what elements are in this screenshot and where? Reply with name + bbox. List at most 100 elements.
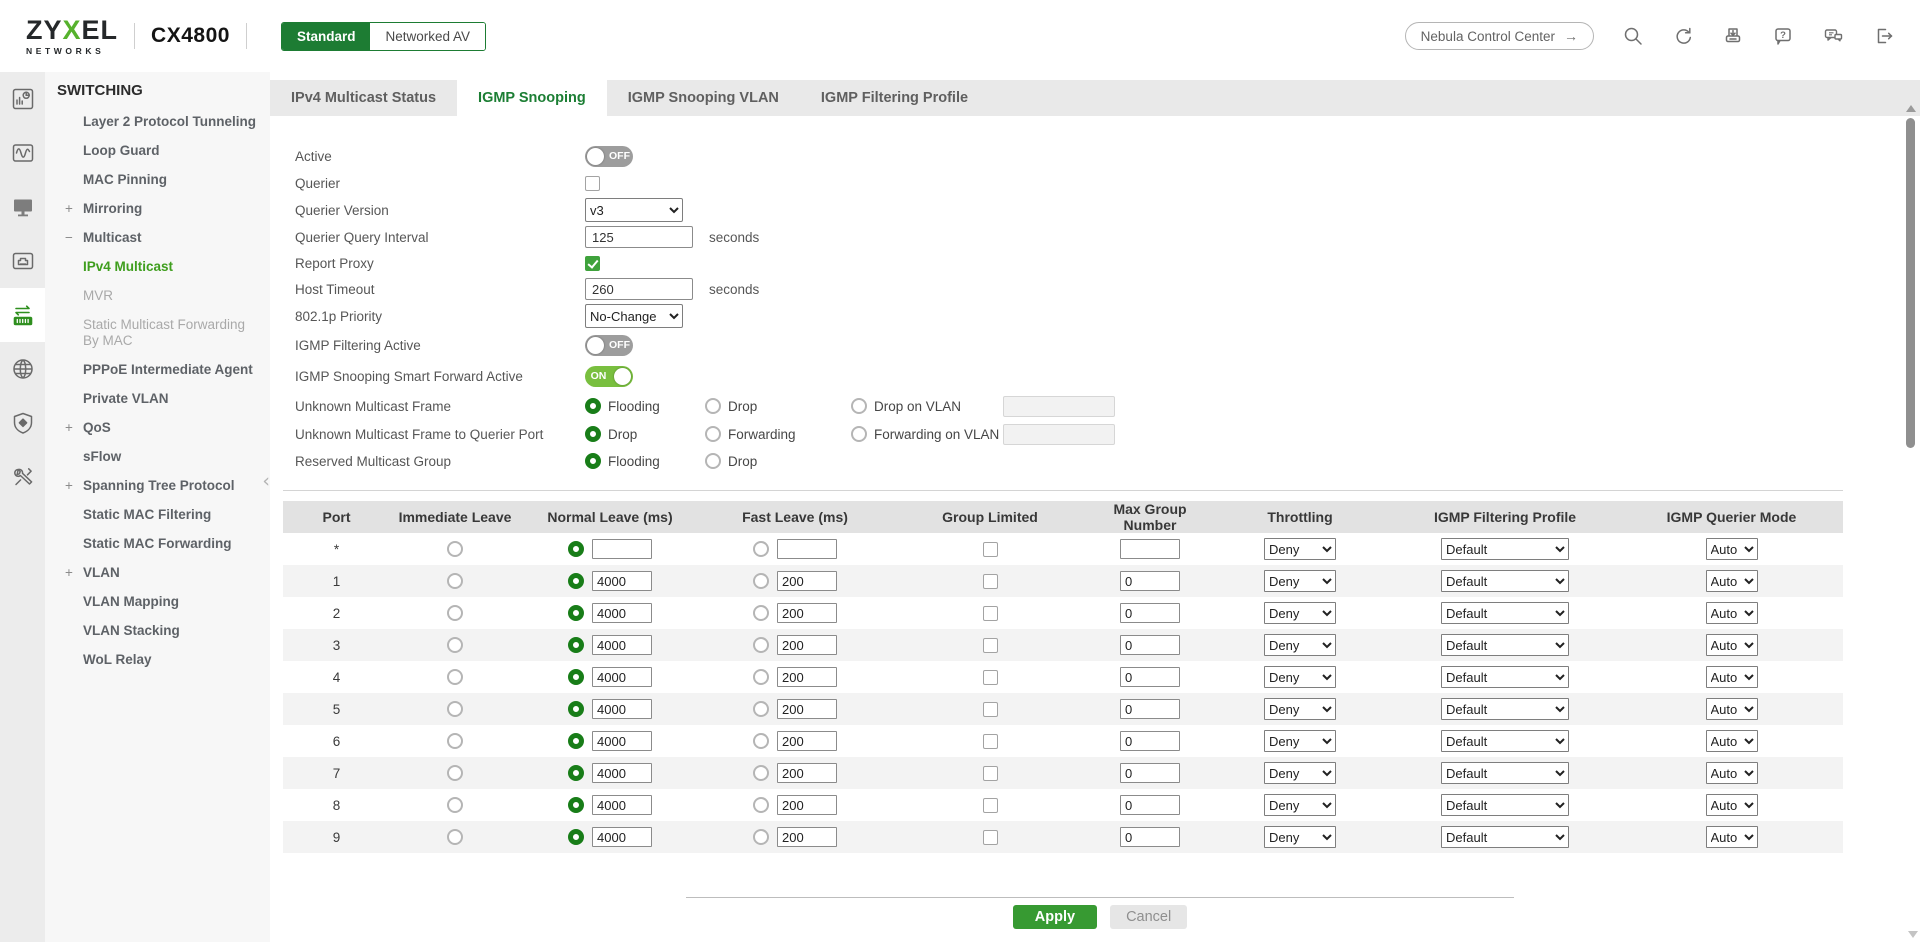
drop-radio[interactable] [705,398,721,414]
sidebar-item-ipv4-multicast[interactable]: IPv4 Multicast [45,259,270,275]
group-limited-checkbox[interactable] [983,542,998,557]
igmp-querier-mode-select[interactable]: Auto [1706,762,1758,784]
group-limited-checkbox[interactable] [983,606,998,621]
fast-leave-radio[interactable] [753,701,769,717]
rail-port-icon[interactable] [0,234,45,288]
immediate-leave-radio[interactable] [447,637,463,653]
fast-leave-radio[interactable] [753,829,769,845]
normal-leave-radio[interactable] [568,605,584,621]
igmp-querier-mode-select[interactable]: Auto [1706,602,1758,624]
throttling-select[interactable]: Deny [1264,730,1336,752]
apply-button[interactable]: Apply [1013,905,1097,929]
normal-leave-input[interactable] [592,571,652,591]
throttling-select[interactable]: Deny [1264,666,1336,688]
max-group-number-input[interactable] [1120,667,1180,687]
igmp-querier-mode-select[interactable]: Auto [1706,538,1758,560]
rail-switching-icon[interactable] [0,288,45,342]
host-timeout-input[interactable] [585,278,693,300]
immediate-leave-radio[interactable] [447,701,463,717]
normal-leave-radio[interactable] [568,829,584,845]
normal-leave-radio[interactable] [568,573,584,589]
max-group-number-input[interactable] [1120,731,1180,751]
drop-on-vlan-radio[interactable] [851,398,867,414]
fast-leave-input[interactable] [777,795,837,815]
sidebar-item-vlan[interactable]: +VLAN [45,565,270,581]
nebula-control-center-button[interactable]: Nebula Control Center → [1405,22,1594,50]
igmp-querier-mode-select[interactable]: Auto [1706,794,1758,816]
normal-leave-input[interactable] [592,603,652,623]
rail-dashboard-icon[interactable] [0,72,45,126]
feedback-icon[interactable] [1822,25,1844,47]
tab-igmp-snooping-vlan[interactable]: IGMP Snooping VLAN [607,80,800,116]
help-icon[interactable]: ? [1772,25,1794,47]
group-limited-checkbox[interactable] [983,670,998,685]
scroll-down-arrow-icon[interactable] [1908,931,1918,938]
sidebar-item-mirroring[interactable]: +Mirroring [45,201,270,217]
fast-leave-input[interactable] [777,635,837,655]
sidebar-item-vlan-mapping[interactable]: VLAN Mapping [45,594,270,610]
mode-standard-button[interactable]: Standard [282,23,371,50]
max-group-number-input[interactable] [1120,763,1180,783]
rail-monitoring-icon[interactable] [0,126,45,180]
forwarding-on-vlan-radio[interactable] [851,426,867,442]
igmp-filtering-profile-select[interactable]: Default [1441,634,1569,656]
search-icon[interactable] [1622,25,1644,47]
immediate-leave-radio[interactable] [447,605,463,621]
fast-leave-input[interactable] [777,571,837,591]
report-proxy-checkbox[interactable] [585,256,600,271]
normal-leave-radio[interactable] [568,637,584,653]
immediate-leave-radio[interactable] [447,797,463,813]
igmp-querier-mode-select[interactable]: Auto [1706,666,1758,688]
fast-leave-radio[interactable] [753,733,769,749]
normal-leave-input[interactable] [592,667,652,687]
rail-security-icon[interactable] [0,396,45,450]
max-group-number-input[interactable] [1120,571,1180,591]
igmp-querier-mode-select[interactable]: Auto [1706,698,1758,720]
throttling-select[interactable]: Deny [1264,570,1336,592]
throttling-select[interactable]: Deny [1264,634,1336,656]
immediate-leave-radio[interactable] [447,541,463,557]
sidebar-item-wol-relay[interactable]: WoL Relay [45,652,270,668]
logout-icon[interactable] [1872,25,1894,47]
drop-radio[interactable] [585,426,601,442]
normal-leave-radio[interactable] [568,701,584,717]
igmp-querier-mode-select[interactable]: Auto [1706,570,1758,592]
smart-forward-active-toggle[interactable]: ON [585,366,633,387]
tab-ipv4-multicast-status[interactable]: IPv4 Multicast Status [270,80,457,116]
sidebar-item-vlan-stacking[interactable]: VLAN Stacking [45,623,270,639]
sidebar-item-spanning-tree-protocol[interactable]: +Spanning Tree Protocol [45,478,270,494]
sidebar-item-mvr[interactable]: MVR [45,288,270,304]
expand-icon[interactable]: + [65,420,73,436]
8021p-priority-select[interactable]: No-Change [585,304,683,328]
fast-leave-input[interactable] [777,763,837,783]
drop-radio[interactable] [705,453,721,469]
refresh-icon[interactable] [1672,25,1694,47]
sidebar-item-pppoe-intermediate-agent[interactable]: PPPoE Intermediate Agent [45,362,270,378]
fast-leave-radio[interactable] [753,573,769,589]
querier-version-select[interactable]: v3 [585,198,683,222]
normal-leave-input[interactable] [592,635,652,655]
group-limited-checkbox[interactable] [983,830,998,845]
igmp-filtering-profile-select[interactable]: Default [1441,826,1569,848]
normal-leave-radio[interactable] [568,733,584,749]
expand-icon[interactable]: + [65,478,73,494]
sidebar-item-mac-pinning[interactable]: MAC Pinning [45,172,270,188]
throttling-select[interactable]: Deny [1264,538,1336,560]
immediate-leave-radio[interactable] [447,733,463,749]
immediate-leave-radio[interactable] [447,669,463,685]
fast-leave-radio[interactable] [753,637,769,653]
fast-leave-radio[interactable] [753,669,769,685]
fast-leave-radio[interactable] [753,765,769,781]
rail-networking-icon[interactable] [0,342,45,396]
fast-leave-radio[interactable] [753,797,769,813]
fast-leave-input[interactable] [777,731,837,751]
group-limited-checkbox[interactable] [983,798,998,813]
igmp-filtering-profile-select[interactable]: Default [1441,602,1569,624]
mode-networked-av-button[interactable]: Networked AV [370,23,485,50]
sidebar-item-loop-guard[interactable]: Loop Guard [45,143,270,159]
immediate-leave-radio[interactable] [447,765,463,781]
immediate-leave-radio[interactable] [447,829,463,845]
tab-igmp-filtering-profile[interactable]: IGMP Filtering Profile [800,80,989,116]
group-limited-checkbox[interactable] [983,638,998,653]
igmp-filtering-profile-select[interactable]: Default [1441,538,1569,560]
